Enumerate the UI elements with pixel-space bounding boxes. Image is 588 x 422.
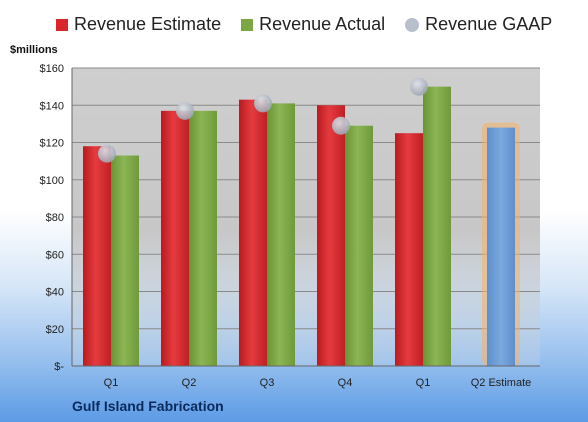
legend-swatch-estimate xyxy=(56,18,68,31)
y-tick-label: $160 xyxy=(40,63,64,75)
x-tick-label: Q2 xyxy=(182,377,197,389)
legend-swatch-actual xyxy=(241,18,254,31)
y-tick-label: $- xyxy=(54,361,64,373)
legend-item-gaap: Revenue GAAP xyxy=(405,14,552,35)
y-axis-unit-label: $millions xyxy=(10,44,58,56)
bar-revenue-actual xyxy=(111,155,139,366)
bar-revenue-estimate xyxy=(239,99,267,366)
company-name: Gulf Island Fabrication xyxy=(72,398,224,414)
axis-layer: $- $20 $40 $60 $80 $100 $120 $140 $160 Q1 Q2 Q3 Q4 Q1… xyxy=(40,63,540,389)
y-tick-label: $20 xyxy=(46,324,64,336)
point-revenue-gaap xyxy=(254,94,272,113)
y-tick-label: $60 xyxy=(46,249,64,261)
x-tick-label: Q1 xyxy=(416,377,431,389)
bar-revenue-actual xyxy=(267,103,295,366)
bar-revenue-actual xyxy=(423,86,451,366)
grid-layer xyxy=(72,67,540,330)
point-revenue-gaap xyxy=(332,116,350,135)
legend-label-gaap: Revenue GAAP xyxy=(425,14,553,34)
bar-projection xyxy=(487,127,515,366)
legend-label-estimate: Revenue Estimate xyxy=(74,14,222,34)
point-revenue-gaap xyxy=(98,144,116,163)
legend: Revenue Estimate Revenue Actual Revenue … xyxy=(0,14,566,35)
bars-layer xyxy=(83,77,520,367)
x-tick-label: Q3 xyxy=(260,377,275,389)
y-tick-label: $120 xyxy=(40,138,64,150)
legend-label-actual: Revenue Actual xyxy=(259,14,386,34)
y-tick-label: $140 xyxy=(40,100,64,112)
y-tick-label: $100 xyxy=(40,175,64,187)
bar-revenue-estimate xyxy=(317,105,345,366)
bar-revenue-estimate xyxy=(83,146,111,366)
bar-revenue-estimate xyxy=(161,110,189,367)
bar-revenue-actual xyxy=(189,110,217,367)
x-tick-label: Q4 xyxy=(338,377,353,389)
point-revenue-gaap xyxy=(176,101,194,120)
y-tick-label: $40 xyxy=(46,287,64,299)
y-tick-label: $80 xyxy=(46,212,64,224)
legend-swatch-gaap xyxy=(405,17,420,32)
point-revenue-gaap xyxy=(410,77,428,96)
bar-revenue-estimate xyxy=(395,133,423,366)
bar-revenue-actual xyxy=(345,125,373,366)
x-tick-label: Q2 Estimate xyxy=(471,377,532,389)
legend-item-estimate: Revenue Estimate xyxy=(56,14,221,35)
legend-item-actual: Revenue Actual xyxy=(241,14,385,35)
x-tick-label: Q1 xyxy=(104,377,119,389)
